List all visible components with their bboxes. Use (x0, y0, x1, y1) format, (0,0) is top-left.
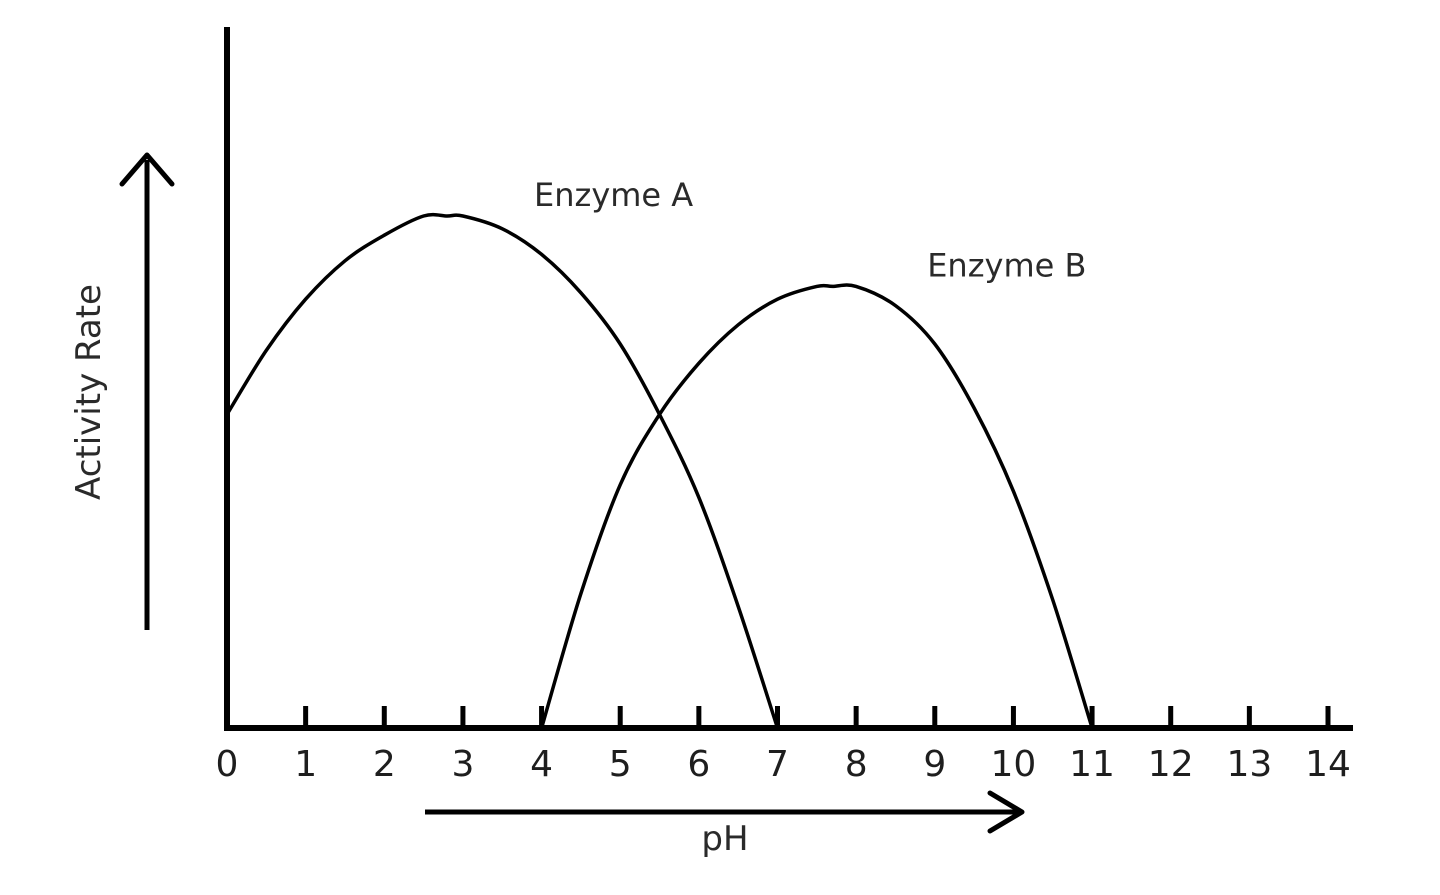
y-direction-arrow-head (119, 152, 175, 187)
y-axis-title: Activity Rate (69, 284, 109, 500)
x-tick-label: 9 (923, 744, 946, 785)
x-tick-label: 8 (845, 744, 868, 785)
series-curves (225, 212, 1094, 729)
x-direction-arrow-head (987, 790, 1025, 834)
x-tick-label: 7 (766, 744, 789, 785)
x-tick-label: 11 (1069, 744, 1115, 785)
x-tick-label: 14 (1305, 744, 1351, 785)
axis-arrows (119, 152, 1025, 834)
x-tick-label: 4 (530, 744, 553, 785)
x-axis-tick-labels: 0 1 2 3 4 5 6 7 8 9 10 11 12 13 14 (216, 744, 1351, 785)
x-axis-title: pH (701, 819, 748, 859)
x-tick-label: 10 (991, 744, 1037, 785)
x-tick-label: 5 (609, 744, 632, 785)
x-tick-label: 13 (1226, 744, 1272, 785)
x-tick-label: 1 (294, 744, 317, 785)
axes (224, 27, 1353, 731)
x-tick-label: 6 (687, 744, 710, 785)
x-tick-label: 2 (373, 744, 396, 785)
series-labels: Enzyme A Enzyme B (534, 176, 1086, 284)
series-label-enzyme-a: Enzyme A (534, 176, 693, 214)
series-line-enzyme-a (225, 212, 780, 729)
x-tick-label: 0 (216, 744, 239, 785)
series-line-enzyme-b (539, 283, 1094, 729)
x-tick-label: 3 (451, 744, 474, 785)
x-tick-label: 12 (1148, 744, 1194, 785)
series-label-enzyme-b: Enzyme B (927, 246, 1086, 284)
